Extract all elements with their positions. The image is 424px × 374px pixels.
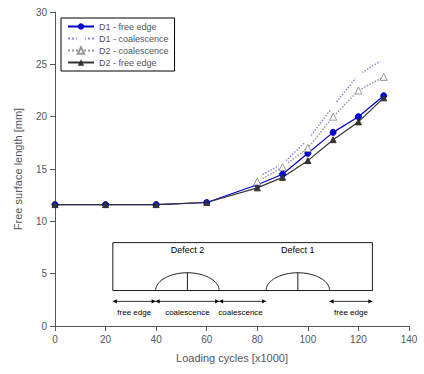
svg-text:Defect 1: Defect 1: [281, 245, 315, 255]
svg-text:Defect 2: Defect 2: [171, 245, 205, 255]
svg-text:100: 100: [300, 334, 317, 345]
svg-text:D1 - free edge: D1 - free edge: [99, 22, 157, 32]
svg-text:free edge: free edge: [117, 308, 151, 317]
svg-text:120: 120: [350, 334, 367, 345]
svg-text:D2 - free edge: D2 - free edge: [99, 58, 157, 68]
svg-text:coalescence: coalescence: [165, 308, 210, 317]
svg-text:15: 15: [36, 164, 48, 175]
svg-text:0: 0: [52, 334, 58, 345]
svg-text:free edge: free edge: [334, 308, 368, 317]
svg-text:20: 20: [36, 111, 48, 122]
svg-text:140: 140: [401, 334, 418, 345]
svg-text:40: 40: [151, 334, 163, 345]
svg-text:60: 60: [201, 334, 213, 345]
svg-text:coalescence: coalescence: [218, 308, 263, 317]
svg-text:D1 - coalescence: D1 - coalescence: [99, 34, 169, 44]
svg-text:5: 5: [41, 268, 47, 279]
svg-text:D2 - coalescence: D2 - coalescence: [99, 46, 169, 56]
svg-text:30: 30: [36, 7, 48, 18]
svg-text:10: 10: [36, 216, 48, 227]
svg-text:80: 80: [252, 334, 264, 345]
svg-text:0: 0: [41, 321, 47, 332]
svg-text:Loading cycles [x1000]: Loading cycles [x1000]: [176, 352, 288, 364]
svg-text:20: 20: [100, 334, 112, 345]
svg-text:25: 25: [36, 59, 48, 70]
svg-text:Free surface length [mm]: Free surface length [mm]: [12, 108, 24, 230]
